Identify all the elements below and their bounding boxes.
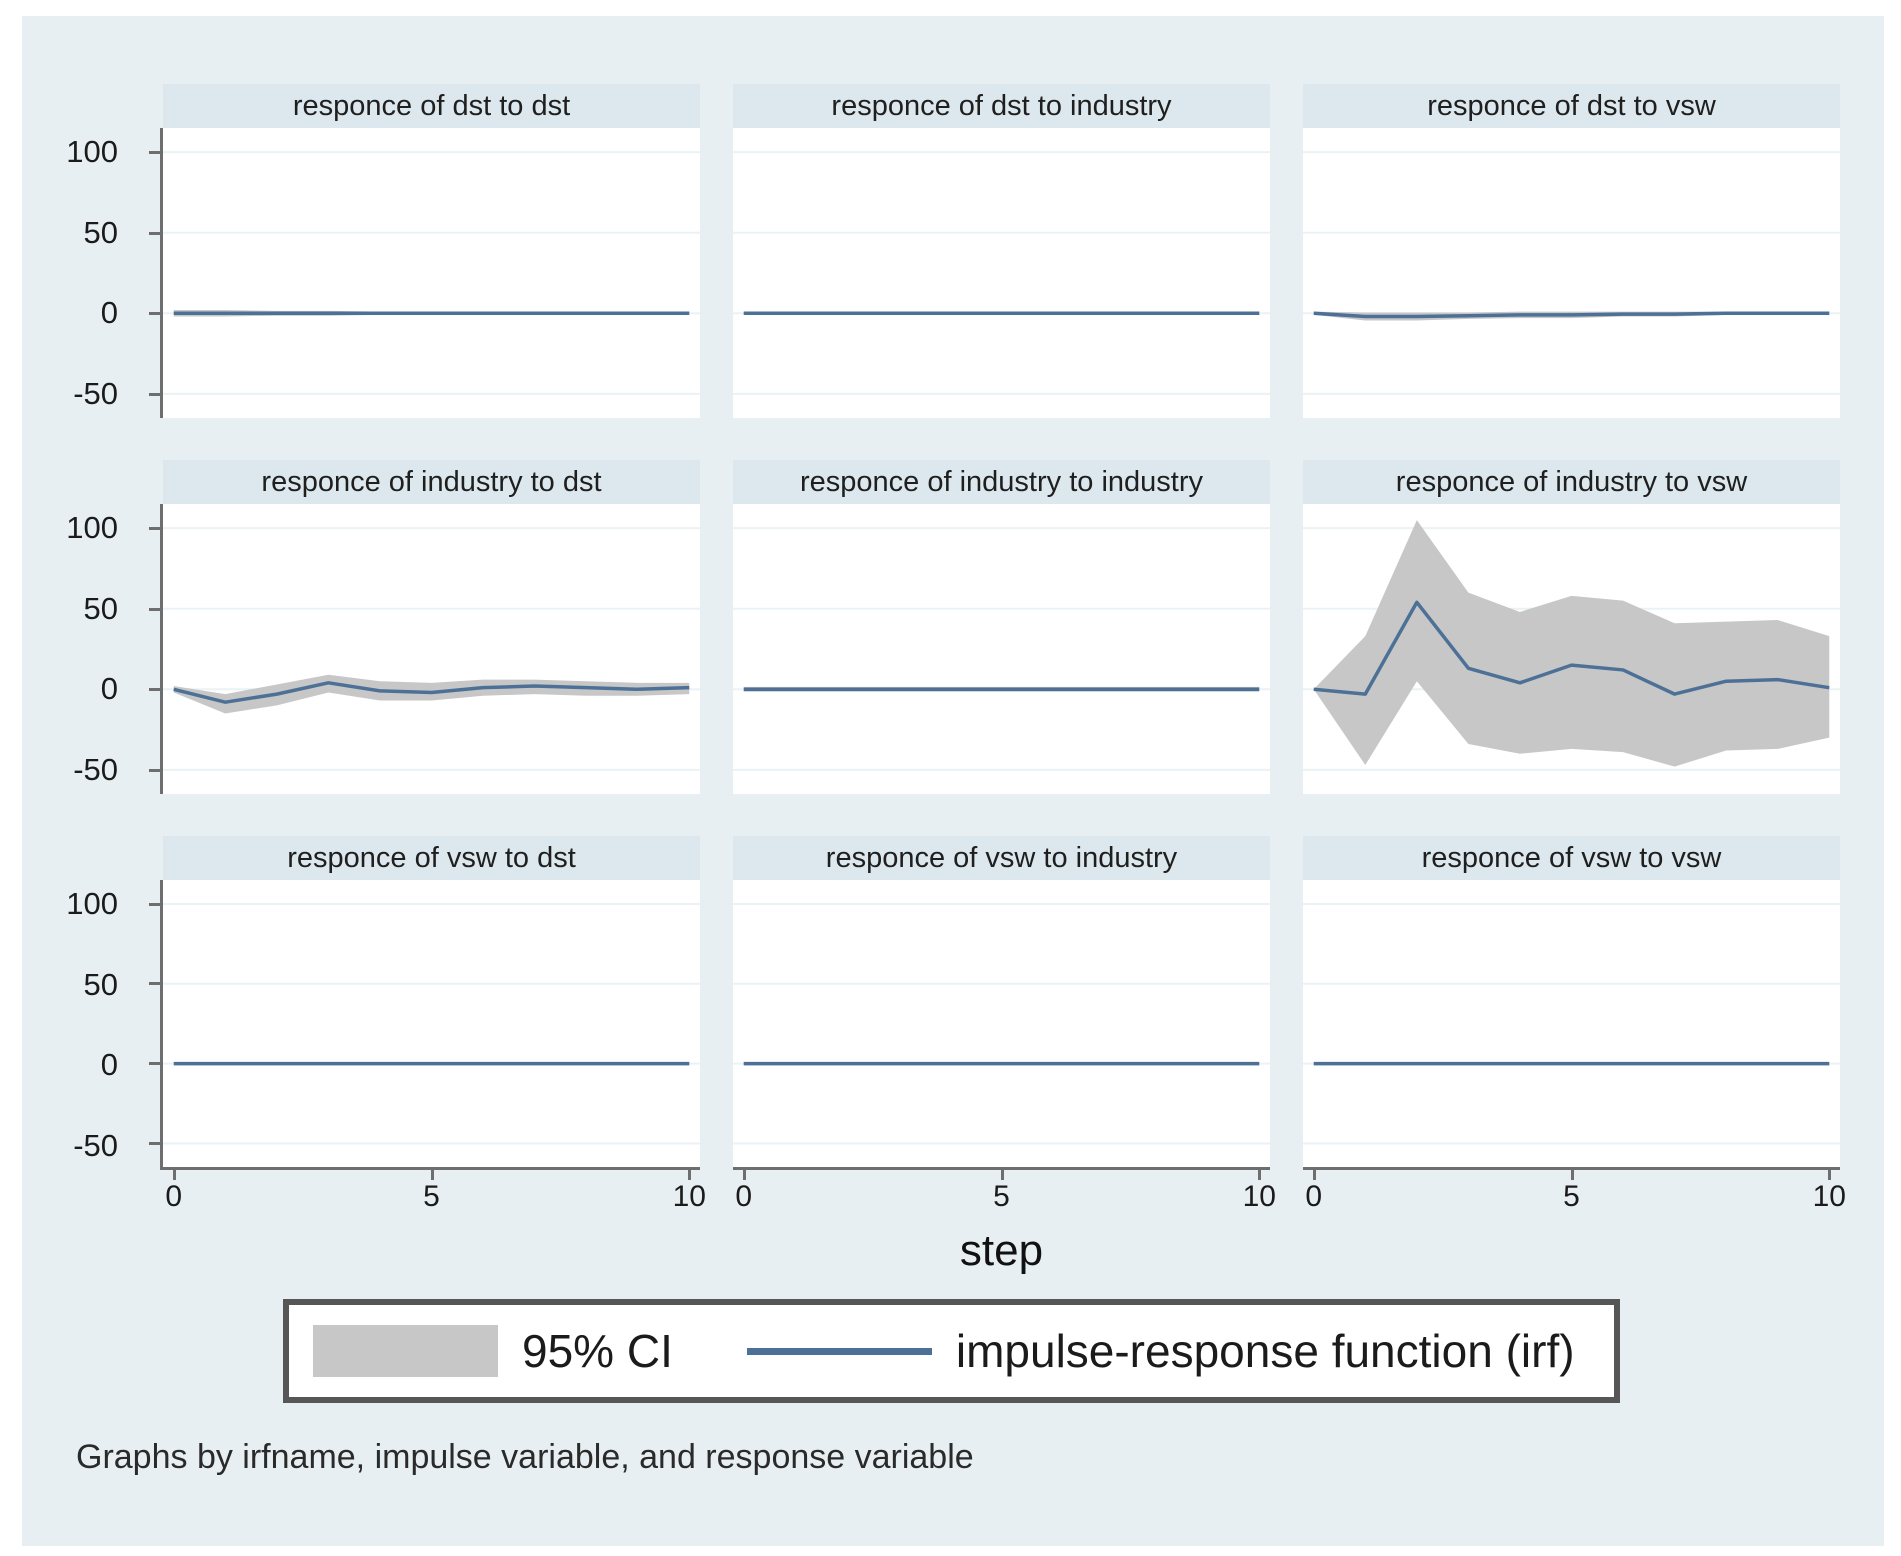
- y-tick-mark: [149, 231, 160, 235]
- y-tick-label: 100: [66, 134, 118, 170]
- x-tick-label: 10: [1242, 1180, 1276, 1213]
- y-tick-mark: [149, 312, 160, 316]
- panel-title: responce of vsw to industry: [733, 836, 1270, 880]
- panel-title: responce of industry to industry: [733, 460, 1270, 504]
- y-tick-label: 0: [100, 671, 118, 707]
- x-tick-label: 10: [672, 1180, 706, 1213]
- panel-title: responce of industry to dst: [163, 460, 700, 504]
- y-tick-mark: [149, 1142, 160, 1146]
- y-tick-label: 100: [66, 886, 118, 922]
- x-axis-labels: 0 5 10: [163, 1170, 706, 1216]
- panel-title: responce of dst to dst: [163, 84, 700, 128]
- x-tick-label: 5: [423, 1180, 440, 1213]
- y-tick-label: -50: [73, 751, 118, 787]
- y-axis-labels: 100 50 0 -50: [60, 84, 130, 418]
- y-tick-mark: [149, 527, 160, 531]
- panel-title: responce of dst to vsw: [1303, 84, 1840, 128]
- x-tick-label: 0: [165, 1180, 183, 1213]
- y-tick-label: -50: [73, 375, 118, 411]
- irf-panel: responce of industry to vsw: [1303, 460, 1840, 794]
- irf-panel: responce of dst to vsw: [1303, 84, 1840, 418]
- irf-panel: responce of dst to industry: [733, 84, 1270, 418]
- x-tick-label: 10: [1812, 1180, 1846, 1213]
- irf-panel: responce of vsw to vsw: [1303, 836, 1840, 1180]
- ci-band-swatch: [313, 1325, 498, 1377]
- x-tick-mark: [172, 1170, 176, 1180]
- ci-band-label: 95% CI: [522, 1325, 673, 1377]
- y-tick-label: 0: [100, 295, 118, 331]
- irf-panel: responce of industry to dst: [149, 460, 700, 794]
- y-tick-label: 0: [100, 1047, 118, 1083]
- y-tick-mark: [149, 151, 160, 155]
- irf-panel: responce of industry to industry: [733, 460, 1270, 794]
- x-tick-label: 5: [993, 1180, 1010, 1213]
- x-tick-mark: [430, 1170, 434, 1180]
- x-axis-labels: 0 5 10: [1303, 1170, 1846, 1216]
- x-tick-mark: [688, 1170, 692, 1180]
- irf-plot: [1303, 504, 1840, 794]
- y-tick-mark: [149, 392, 160, 396]
- x-tick-label: 0: [1305, 1180, 1323, 1213]
- irf-plot: [149, 504, 700, 794]
- panel-title: responce of industry to vsw: [1303, 460, 1840, 504]
- irf-line-swatch: [746, 1347, 932, 1355]
- irf-plot: [733, 128, 1270, 418]
- irf-panel: responce of dst to dst: [149, 84, 700, 418]
- y-tick-label: 50: [83, 590, 118, 626]
- x-axis-labels: 0 5 10: [733, 1170, 1276, 1216]
- panel-title: responce of vsw to vsw: [1303, 836, 1840, 880]
- x-tick-mark: [1258, 1170, 1262, 1180]
- x-tick-mark: [742, 1170, 746, 1180]
- x-tick-mark: [1828, 1170, 1832, 1180]
- y-tick-label: 50: [83, 214, 118, 250]
- y-tick-mark: [149, 902, 160, 906]
- irf-plot: [149, 879, 700, 1180]
- irf-panel: responce of vsw to dst: [149, 836, 700, 1180]
- irf-plot: [733, 504, 1270, 794]
- x-tick-mark: [1000, 1170, 1004, 1180]
- x-tick-mark: [1570, 1170, 1574, 1180]
- figure-note: Graphs by irfname, impulse variable, and…: [76, 1438, 974, 1476]
- y-axis-labels: 100 50 0 -50: [60, 460, 130, 794]
- y-axis-labels: 100 50 0 -50: [60, 836, 130, 1170]
- irf-plot: [1303, 128, 1840, 418]
- y-tick-label: 100: [66, 510, 118, 546]
- y-tick-mark: [149, 607, 160, 611]
- y-tick-mark: [149, 768, 160, 772]
- y-tick-label: 50: [83, 966, 118, 1002]
- irf-plot: [733, 879, 1270, 1180]
- x-axis-title: step: [959, 1226, 1044, 1275]
- irf-plot: [149, 128, 700, 418]
- legend-box: 95% CI impulse-response function (irf): [283, 1299, 1620, 1403]
- panel-title: responce of vsw to dst: [163, 836, 700, 880]
- y-tick-label: -50: [73, 1127, 118, 1163]
- irf-panel: responce of vsw to industry: [733, 836, 1270, 1180]
- y-tick-mark: [149, 1062, 160, 1066]
- irf-panel-grid: 100 50 0 -50 responce of dst to dst responc…: [60, 84, 1846, 1216]
- y-tick-mark: [149, 982, 160, 986]
- x-tick-label: 5: [1563, 1180, 1580, 1213]
- x-tick-label: 0: [735, 1180, 753, 1213]
- x-tick-mark: [1312, 1170, 1316, 1180]
- panel-title: responce of dst to industry: [733, 84, 1270, 128]
- y-tick-mark: [149, 688, 160, 692]
- irf-line-label: impulse-response function (irf): [955, 1325, 1575, 1377]
- irf-plot: [1303, 879, 1840, 1180]
